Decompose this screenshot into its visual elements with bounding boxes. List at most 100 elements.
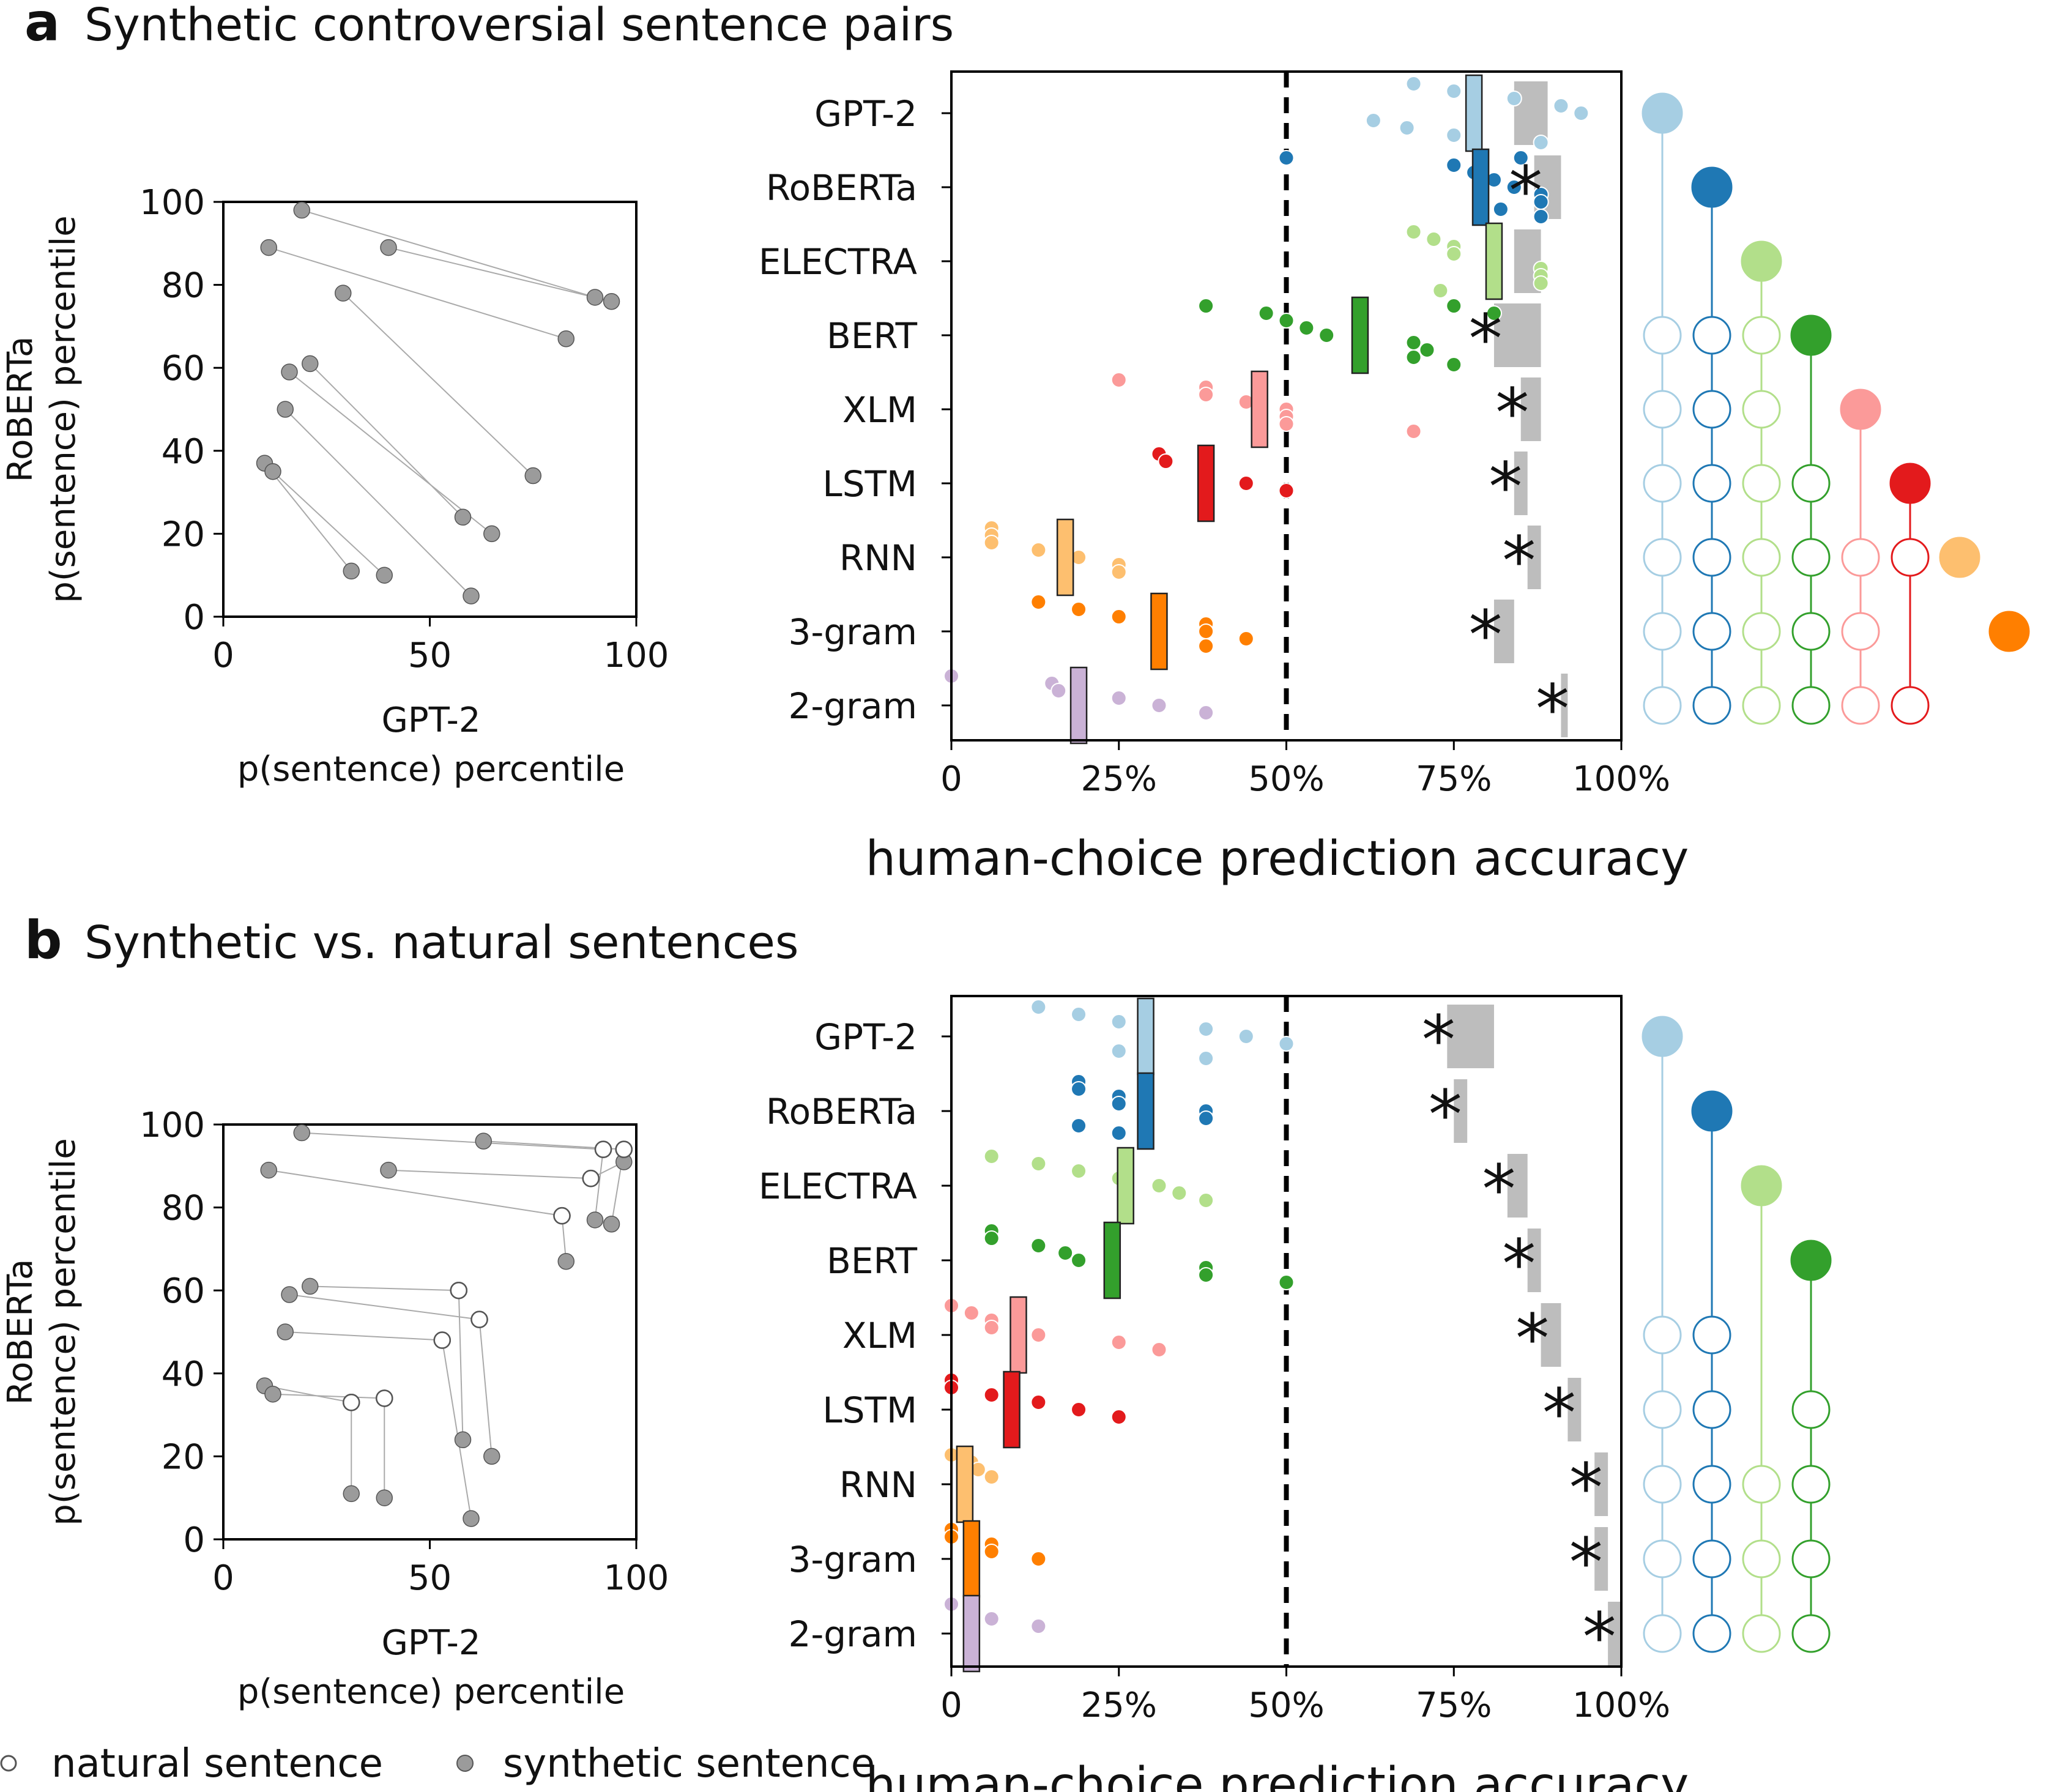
panel-a-matrix-opponent-circle-RoBERTa xyxy=(1692,686,1731,725)
panel-a-scatter-xtick-label: 50 xyxy=(408,636,452,675)
panel-b-pair-line xyxy=(458,1290,464,1440)
panel-a-subject-point-GPT-2 xyxy=(1446,127,1462,143)
panel-a-synthetic-point xyxy=(343,562,360,580)
panel-a-subject-point-BERT xyxy=(1278,313,1295,329)
panel-a-pair-line xyxy=(268,247,567,340)
panel-b-accuracy-xtick-label: 0 xyxy=(940,1686,962,1725)
panel-a-significance-star-3-gram: * xyxy=(1468,596,1502,674)
panel-a-subject-point-RNN xyxy=(1030,542,1047,558)
panel-a-letter: a xyxy=(24,0,60,53)
panel-b-subject-point-BERT xyxy=(1057,1245,1074,1261)
panel-a-model-label-LSTM: LSTM xyxy=(822,463,917,505)
panel-b-pair-line xyxy=(269,1169,562,1217)
panel-a-noise-ceiling-3-gram xyxy=(1493,600,1514,663)
panel-a-subject-point-GPT-2 xyxy=(1446,83,1462,99)
panel-b-matrix-opponent-circle-RoBERTa xyxy=(1692,1315,1731,1355)
panel-a-subject-point-BERT xyxy=(1446,298,1462,314)
panel-a-model-label-3-gram: 3-gram xyxy=(788,611,917,653)
panel-b-synthetic-point xyxy=(343,1485,360,1503)
panel-a-subject-point-2-gram xyxy=(1050,683,1067,699)
panel-b-noise-ceiling-LSTM xyxy=(1567,1378,1582,1441)
panel-b-subject-point-GPT-2 xyxy=(1071,1006,1087,1022)
panel-a-matrix-opponent-circle-BERT xyxy=(1791,464,1831,503)
panel-a-mean-bar-GPT-2 xyxy=(1465,74,1483,152)
panel-a-subject-point-RoBERTa xyxy=(1533,209,1549,225)
panel-b-subject-point-XLM xyxy=(983,1320,1000,1336)
panel-b-subject-point-ELECTRA xyxy=(1071,1163,1087,1179)
panel-a-subject-point-3-gram xyxy=(1198,638,1214,654)
panel-b-subject-point-RoBERTa xyxy=(1110,1096,1127,1112)
panel-b-scatter-xtick-label: 50 xyxy=(408,1558,452,1598)
panel-b-matrix-opponent-circle-ELECTRA xyxy=(1742,1465,1781,1504)
panel-b-matrix-opponent-circle-BERT xyxy=(1791,1465,1831,1504)
panel-a-pair-line xyxy=(272,470,385,576)
panel-a-subject-point-LSTM xyxy=(1158,453,1174,469)
panel-a-pair-line xyxy=(310,363,464,518)
panel-b-natural-point xyxy=(376,1389,393,1407)
panel-a-subject-point-BERT xyxy=(1198,298,1214,314)
panel-b-natural-point xyxy=(450,1281,467,1299)
panel-a-scatter-ytick-label: 40 xyxy=(162,432,205,472)
panel-a-subject-point-RNN xyxy=(983,535,1000,551)
panel-b-mean-bar-ELECTRA xyxy=(1117,1147,1134,1225)
panel-a-model-label-GPT-2: GPT-2 xyxy=(814,93,917,135)
panel-a-subject-point-GPT-2 xyxy=(1405,76,1422,92)
panel-b-noise-ceiling-BERT xyxy=(1527,1229,1541,1292)
panel-b-synthetic-point xyxy=(454,1431,472,1449)
panel-a-synthetic-point xyxy=(376,567,393,584)
panel-a-noise-ceiling-GPT-2 xyxy=(1514,81,1548,145)
panel-b-natural-point xyxy=(433,1331,451,1349)
panel-a-pair-line xyxy=(388,247,612,302)
panel-a-subject-point-ELECTRA xyxy=(1533,275,1549,291)
panel-a-subject-point-2-gram xyxy=(1110,690,1127,706)
panel-b-accuracy-xtick-label: 50% xyxy=(1248,1686,1324,1725)
panel-a-subject-point-RoBERTa xyxy=(1512,150,1529,166)
panel-b-noise-ceiling-XLM xyxy=(1541,1303,1561,1367)
panel-b-mean-bar-RoBERTa xyxy=(1137,1072,1155,1150)
panel-a-matrix-opponent-circle-GPT-2 xyxy=(1643,464,1682,503)
panel-b-subject-point-GPT-2 xyxy=(1110,1014,1127,1030)
panel-a-matrix-opponent-circle-RoBERTa xyxy=(1692,538,1731,577)
panel-a-model-label-ELECTRA: ELECTRA xyxy=(759,241,917,283)
legend-synthetic-label: synthetic sentence xyxy=(503,1741,875,1786)
panel-a-synthetic-point xyxy=(277,401,294,418)
panel-b-scatter-ytick-label: 20 xyxy=(162,1437,205,1477)
panel-a-mean-bar-2-gram xyxy=(1069,666,1088,745)
panel-b-matrix-model-dot-BERT xyxy=(1790,1240,1832,1281)
panel-a-scatter-ytick-label: 0 xyxy=(183,598,205,638)
panel-a-subject-point-BERT xyxy=(1318,327,1335,343)
panel-a-subject-point-LSTM xyxy=(1278,483,1295,499)
panel-a-mean-bar-3-gram xyxy=(1150,592,1168,671)
panel-a-subject-point-3-gram xyxy=(1198,623,1214,639)
panel-b-subject-point-XLM xyxy=(1110,1334,1127,1350)
panel-b-scatter-ylabel-measure: p(sentence) percentile xyxy=(43,1138,83,1525)
panel-b-model-pair-matrix xyxy=(1642,1016,1832,1653)
panel-b-matrix-opponent-circle-GPT-2 xyxy=(1643,1465,1682,1504)
panel-b-matrix-model-dot-GPT-2 xyxy=(1642,1016,1683,1057)
panel-b-subject-point-GPT-2 xyxy=(1110,1043,1127,1059)
panel-a-matrix-opponent-circle-XLM xyxy=(1841,538,1880,577)
panel-a-significance-star-RoBERTa: * xyxy=(1509,152,1542,230)
panel-a-matrix-opponent-circle-RoBERTa xyxy=(1692,464,1731,503)
panel-b-subject-point-BERT xyxy=(1278,1274,1295,1290)
panel-b-synthetic-point xyxy=(281,1286,298,1303)
panel-b-accuracy-plot: * GPT-2 * RoBERTa * ELECTRA * BERT * XLM * LSTM * RNN… xyxy=(759,995,1689,1792)
panel-b-noise-ceiling-3-gram xyxy=(1594,1527,1608,1591)
panel-a-noise-ceiling-2-gram xyxy=(1561,674,1568,737)
panel-b-subject-point-3-gram xyxy=(983,1544,1000,1560)
panel-a-pair-line xyxy=(289,371,493,535)
panel-b-model-label-LSTM: LSTM xyxy=(822,1389,917,1431)
panel-a-matrix-opponent-circle-XLM xyxy=(1841,686,1880,725)
panel-b-subject-point-GPT-2 xyxy=(1198,1050,1214,1066)
panel-a-subject-point-GPT-2 xyxy=(1553,98,1569,114)
panel-a-subject-point-BERT xyxy=(1419,342,1435,358)
panel-a-synthetic-point xyxy=(557,330,574,348)
panel-b-pair-line xyxy=(441,1340,472,1519)
panel-b-letter: b xyxy=(24,910,62,971)
panel-a-matrix-opponent-circle-RoBERTa xyxy=(1692,612,1731,651)
panel-b-scatter-xlabel-measure: p(sentence) percentile xyxy=(237,1672,625,1712)
panel-a-subject-point-2-gram xyxy=(1198,705,1214,721)
panel-b-matrix-model-dot-RoBERTa xyxy=(1691,1090,1733,1132)
panel-a-accuracy-xtick-label: 75% xyxy=(1416,759,1492,799)
panel-b-synthetic-point xyxy=(586,1211,604,1229)
